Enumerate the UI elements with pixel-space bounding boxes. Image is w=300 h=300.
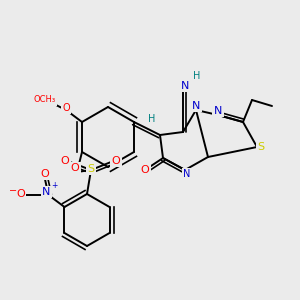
Text: S: S — [257, 142, 265, 152]
Text: H: H — [193, 71, 201, 81]
Text: N: N — [214, 106, 222, 116]
Text: −: − — [9, 186, 17, 196]
Text: O: O — [112, 156, 120, 166]
Text: O: O — [141, 165, 149, 175]
Text: N: N — [181, 81, 189, 91]
Text: O: O — [16, 189, 25, 199]
Text: H: H — [148, 114, 156, 124]
Text: +: + — [51, 182, 58, 190]
Text: N: N — [192, 101, 200, 111]
Text: S: S — [87, 164, 94, 174]
Text: O: O — [62, 103, 70, 113]
Text: N: N — [183, 169, 191, 179]
Text: O: O — [40, 169, 49, 179]
Text: N: N — [42, 187, 51, 197]
Text: O: O — [61, 156, 69, 166]
Text: OCH₃: OCH₃ — [34, 95, 56, 104]
Text: O: O — [70, 163, 80, 173]
